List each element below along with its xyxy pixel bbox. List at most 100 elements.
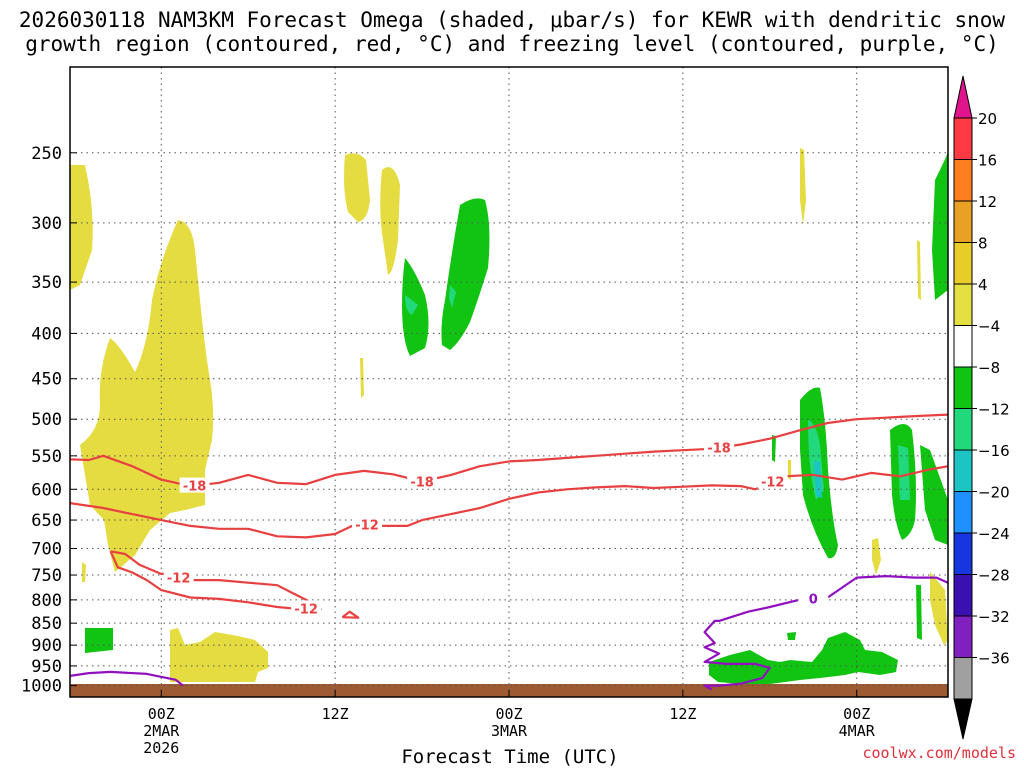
credit-link[interactable]: coolwx.com/models [862, 744, 1016, 762]
colorbar-label: −24 [978, 525, 1010, 543]
colorbar-label: −32 [978, 608, 1010, 626]
x-tick-label: 00Z [495, 705, 522, 723]
chart-title-line-1: 2026030118 NAM3KM Forecast Omega (shaded… [18, 8, 1006, 32]
colorbar-swatch [953, 657, 973, 700]
omega-area-positive [800, 148, 806, 225]
y-axis: 2503003504004505005506006507007508008509… [21, 144, 77, 697]
contour-label-bg [291, 600, 322, 616]
contour-label-bg [407, 473, 438, 489]
omega-area-negative [85, 628, 113, 653]
colorbar-swatch [953, 159, 973, 202]
contour-label-bg [704, 439, 735, 455]
colorbar-label: −16 [978, 442, 1010, 460]
y-tick-label: 500 [31, 410, 62, 430]
x-tick-label: 2026 [143, 739, 179, 757]
colorbar-label: −36 [978, 650, 1010, 668]
x-axis-label: Forecast Time (UTC) [401, 746, 619, 768]
y-tick-label: 700 [31, 540, 62, 560]
colorbar-label: 16 [978, 152, 997, 170]
colorbar-swatch [953, 200, 973, 243]
y-tick-label: 950 [31, 657, 62, 677]
contour-label-bg [163, 569, 194, 585]
omega-area-positive [872, 538, 881, 575]
x-tick-label: 12Z [322, 705, 349, 723]
dgz-contour [109, 550, 322, 612]
grid-lines [70, 67, 948, 697]
colorbar-label: 20 [978, 110, 997, 128]
omega-area-negative [898, 445, 910, 500]
colorbar-label: 12 [978, 193, 997, 211]
omega-area-positive [170, 628, 268, 682]
contour-labels: -18 -18 -18 -12 -12 -12 -12 0 [163, 439, 829, 617]
colorbar-arrow-bottom [953, 698, 973, 740]
y-tick-label: 1000 [21, 677, 62, 697]
freezing-level-contour [703, 575, 948, 691]
contour-label: -18 [707, 442, 731, 457]
omega-area-positive [917, 240, 921, 300]
contour-label: -12 [167, 572, 191, 587]
y-tick-label: 250 [31, 144, 62, 164]
contour-label: -18 [410, 476, 434, 491]
contour-label-bg [798, 590, 829, 606]
colorbar-label: 8 [978, 235, 988, 253]
dgz-contour [341, 610, 360, 619]
colorbar-label: 4 [978, 276, 988, 294]
colorbar-swatch [953, 532, 973, 575]
contour-label-bg [352, 516, 383, 532]
x-tick-label: 3MAR [491, 722, 528, 740]
chart-title-line-2: growth region (contoured, red, °C) and f… [25, 32, 999, 56]
omega-area-negative [787, 632, 796, 640]
x-tick-label: 00Z [843, 705, 870, 723]
omega-area-negative [709, 632, 898, 684]
y-tick-label: 900 [31, 636, 62, 656]
x-tick-label: 2MAR [143, 722, 180, 740]
y-tick-label: 800 [31, 591, 62, 611]
colorbar-label: −8 [978, 359, 1000, 377]
omega-area-positive [82, 562, 86, 582]
contour-label: -18 [183, 480, 207, 495]
y-tick-label: 300 [31, 214, 62, 234]
colorbar-swatch [953, 408, 973, 451]
y-tick-label: 850 [31, 614, 62, 634]
omega-area-negative [932, 152, 948, 300]
colorbar-swatch [953, 491, 973, 534]
omega-area-positive [380, 167, 400, 275]
y-tick-label: 450 [31, 370, 62, 390]
dgz-contour [70, 465, 948, 539]
omega-area-positive [80, 220, 214, 572]
contour-label: 0 [809, 593, 818, 608]
colorbar-swatch [953, 615, 973, 658]
contour-label: -12 [355, 519, 379, 534]
colorbar-arrow-top [953, 75, 973, 119]
y-tick-label: 750 [31, 566, 62, 586]
freezing-level-contour [70, 670, 184, 687]
y-tick-label: 550 [31, 447, 62, 467]
colorbar-label: −20 [978, 484, 1010, 502]
contour-label: -12 [761, 476, 785, 491]
omega-shading [70, 148, 948, 697]
omega-area-negative [449, 285, 456, 308]
colorbar: 20 16 12 8 4 −4 −8 −12 −16 −20 −24 −28 −32 −36 [953, 75, 1010, 740]
colorbar-swatch [953, 574, 973, 617]
colorbar-swatch [953, 242, 973, 285]
contour-label-bg [757, 473, 788, 489]
x-tick-label: 4MAR [839, 722, 876, 740]
colorbar-swatch [953, 449, 973, 492]
x-tick-label: 12Z [669, 705, 696, 723]
colorbar-swatch [953, 117, 973, 160]
colorbar-label: −28 [978, 567, 1010, 585]
colorbar-swatch [953, 283, 973, 326]
omega-area-negative [916, 585, 922, 640]
y-tick-label: 650 [31, 511, 62, 531]
omega-area-positive [70, 165, 93, 290]
colorbar-label: −4 [978, 318, 1000, 336]
contour-label-bg [179, 477, 210, 493]
y-tick-label: 600 [31, 480, 62, 500]
colorbar-label: −12 [978, 401, 1010, 419]
y-tick-label: 350 [31, 273, 62, 293]
colorbar-swatch [953, 325, 973, 368]
x-tick-label: 00Z [148, 705, 175, 723]
omega-area-negative [441, 198, 490, 350]
